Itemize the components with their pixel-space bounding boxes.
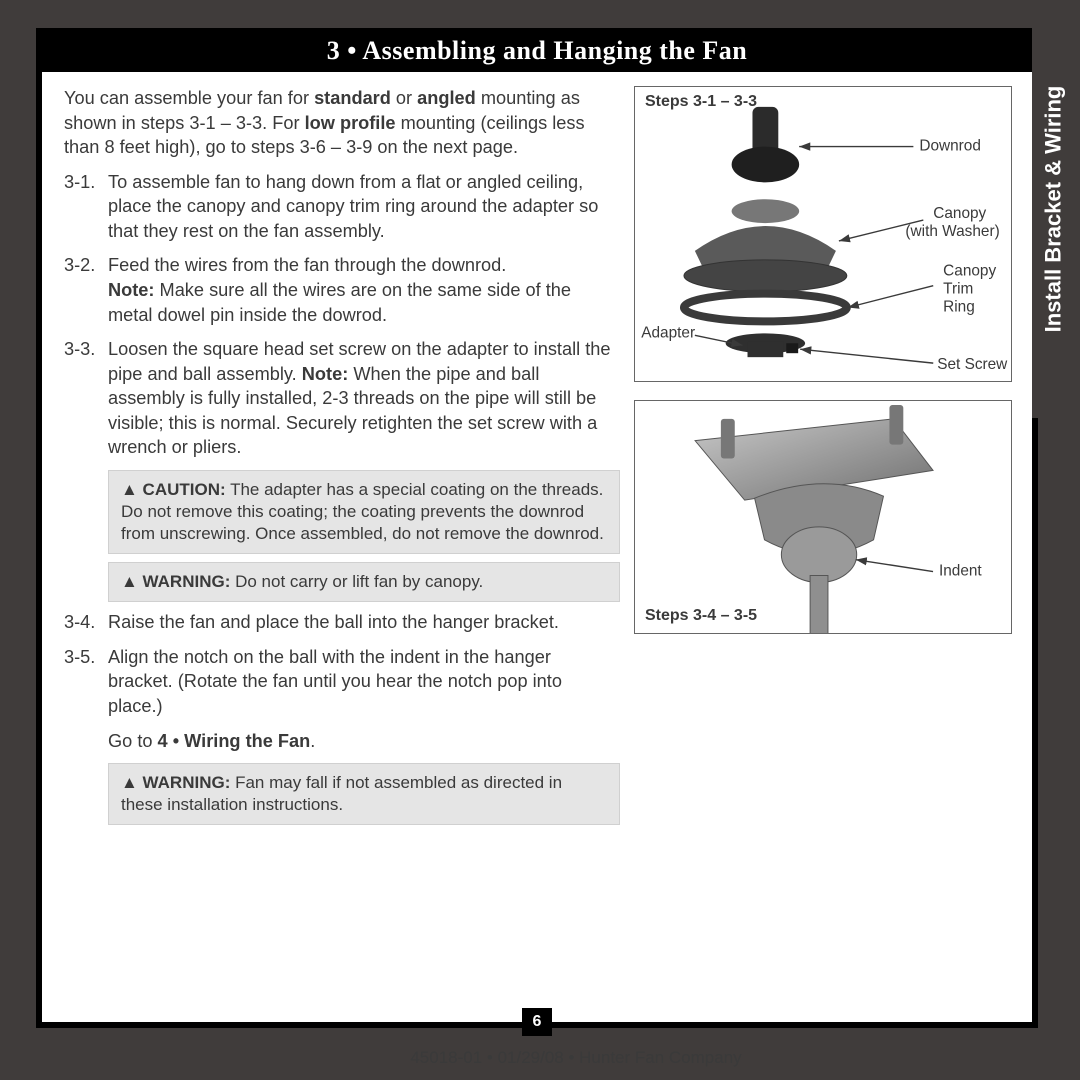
label-trim-l2: Trim: [943, 281, 973, 298]
label-canopy-l2: (with Washer): [905, 223, 999, 240]
figure-1-title: Steps 3-1 – 3-3: [645, 93, 757, 111]
warning-callout-2: ▲ WARNING: Fan may fall if not assembled…: [108, 763, 620, 825]
label-setscrew: Set Screw: [937, 356, 1008, 373]
footer-text: 45018-01 • 01/29/08 • Hunter Fan Company: [410, 1048, 741, 1067]
label-trim-l3: Ring: [943, 298, 975, 315]
warning-callout-1: ▲ WARNING: Do not carry or lift fan by c…: [108, 562, 620, 602]
content-columns: You can assemble your fan for standard o…: [42, 72, 1032, 833]
section-title-bar: 3 • Assembling and Hanging the Fan: [42, 28, 1032, 72]
label-downrod: Downrod: [919, 138, 981, 155]
steps-list-2: 3-4. Raise the fan and place the ball in…: [64, 610, 620, 718]
figure-2-svg: Indent: [635, 401, 1011, 633]
warning-icon: ▲ WARNING:: [121, 572, 230, 591]
step-3-1: 3-1. To assemble fan to hang down from a…: [64, 170, 620, 244]
goto-line: Go to 4 • Wiring the Fan.: [108, 729, 620, 754]
side-tab-label: Install Bracket & Wiring: [1040, 86, 1066, 333]
label-indent: Indent: [939, 562, 982, 579]
figure-2: Steps 3-4 – 3-5: [634, 400, 1012, 634]
text-column: You can assemble your fan for standard o…: [64, 86, 620, 833]
warning-icon: ▲ CAUTION:: [121, 480, 226, 499]
content-frame: Install Bracket & Wiring 3 • Assembling …: [36, 28, 1038, 1028]
figure-2-title: Steps 3-4 – 3-5: [645, 607, 757, 625]
figure-column: Steps 3-1 – 3-3: [634, 86, 1014, 833]
label-canopy-l1: Canopy: [933, 205, 986, 222]
intro-paragraph: You can assemble your fan for standard o…: [64, 86, 620, 160]
steps-list: 3-1. To assemble fan to hang down from a…: [64, 170, 620, 460]
side-tab: Install Bracket & Wiring: [1032, 0, 1074, 418]
footer: 45018-01 • 01/29/08 • Hunter Fan Company: [36, 1048, 1080, 1068]
page-number: 6: [533, 1013, 542, 1031]
page-number-badge: 6: [522, 1008, 552, 1036]
label-adapter: Adapter: [641, 324, 695, 341]
caution-callout: ▲ CAUTION: The adapter has a special coa…: [108, 470, 620, 554]
label-trim-l1: Canopy: [943, 263, 996, 280]
step-3-2: 3-2. Feed the wires from the fan through…: [64, 253, 620, 327]
section-title: 3 • Assembling and Hanging the Fan: [327, 36, 748, 65]
figure-1-svg: Downrod Canopy (with Washer) Canopy Trim…: [635, 87, 1011, 381]
warning-icon: ▲ WARNING:: [121, 773, 230, 792]
figure-1: Steps 3-1 – 3-3: [634, 86, 1012, 382]
page-root: Install Bracket & Wiring 3 • Assembling …: [0, 0, 1080, 1080]
step-3-5: 3-5. Align the notch on the ball with th…: [64, 645, 620, 719]
step-3-3: 3-3. Loosen the square head set screw on…: [64, 337, 620, 460]
step-3-4: 3-4. Raise the fan and place the ball in…: [64, 610, 620, 635]
